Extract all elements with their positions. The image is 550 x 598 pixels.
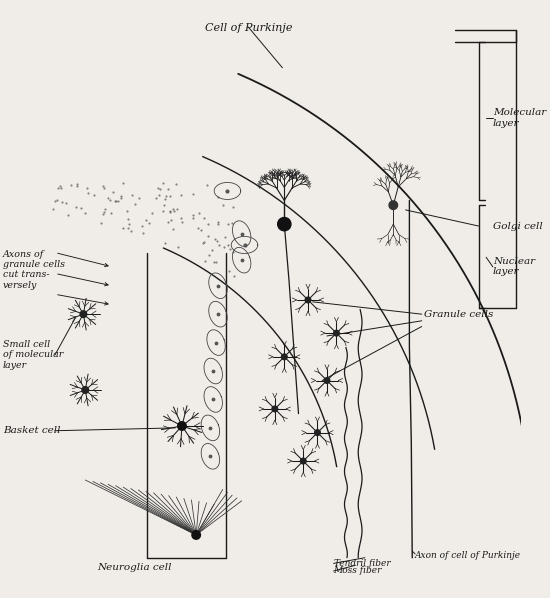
Circle shape <box>80 311 87 318</box>
Circle shape <box>178 422 186 430</box>
Circle shape <box>389 201 398 209</box>
Text: Axon of cell of Purkinje: Axon of cell of Purkinje <box>415 551 521 560</box>
Circle shape <box>324 378 330 383</box>
Circle shape <box>282 354 287 359</box>
Circle shape <box>315 430 320 435</box>
Text: Neuroglia cell: Neuroglia cell <box>97 563 172 572</box>
Text: Moss fiber: Moss fiber <box>334 566 382 575</box>
Text: Basket cell: Basket cell <box>3 426 60 435</box>
Text: Axons of
granule cells
cut trans-
versely: Axons of granule cells cut trans- versel… <box>3 249 65 289</box>
Text: Small cell
of molecular
layer: Small cell of molecular layer <box>3 340 63 370</box>
Text: Molecular
layer: Molecular layer <box>493 108 546 128</box>
Text: Tendril fiber: Tendril fiber <box>334 559 390 568</box>
Text: Nuclear
layer: Nuclear layer <box>493 257 535 276</box>
Circle shape <box>300 458 306 464</box>
Circle shape <box>82 387 89 393</box>
Circle shape <box>305 297 311 303</box>
Text: Golgi cell: Golgi cell <box>493 221 542 230</box>
Circle shape <box>334 330 339 336</box>
Text: Cell of Purkinje: Cell of Purkinje <box>205 23 292 33</box>
Circle shape <box>192 530 200 539</box>
Text: Granule cells: Granule cells <box>424 310 493 319</box>
Circle shape <box>272 406 278 412</box>
Circle shape <box>278 218 291 231</box>
